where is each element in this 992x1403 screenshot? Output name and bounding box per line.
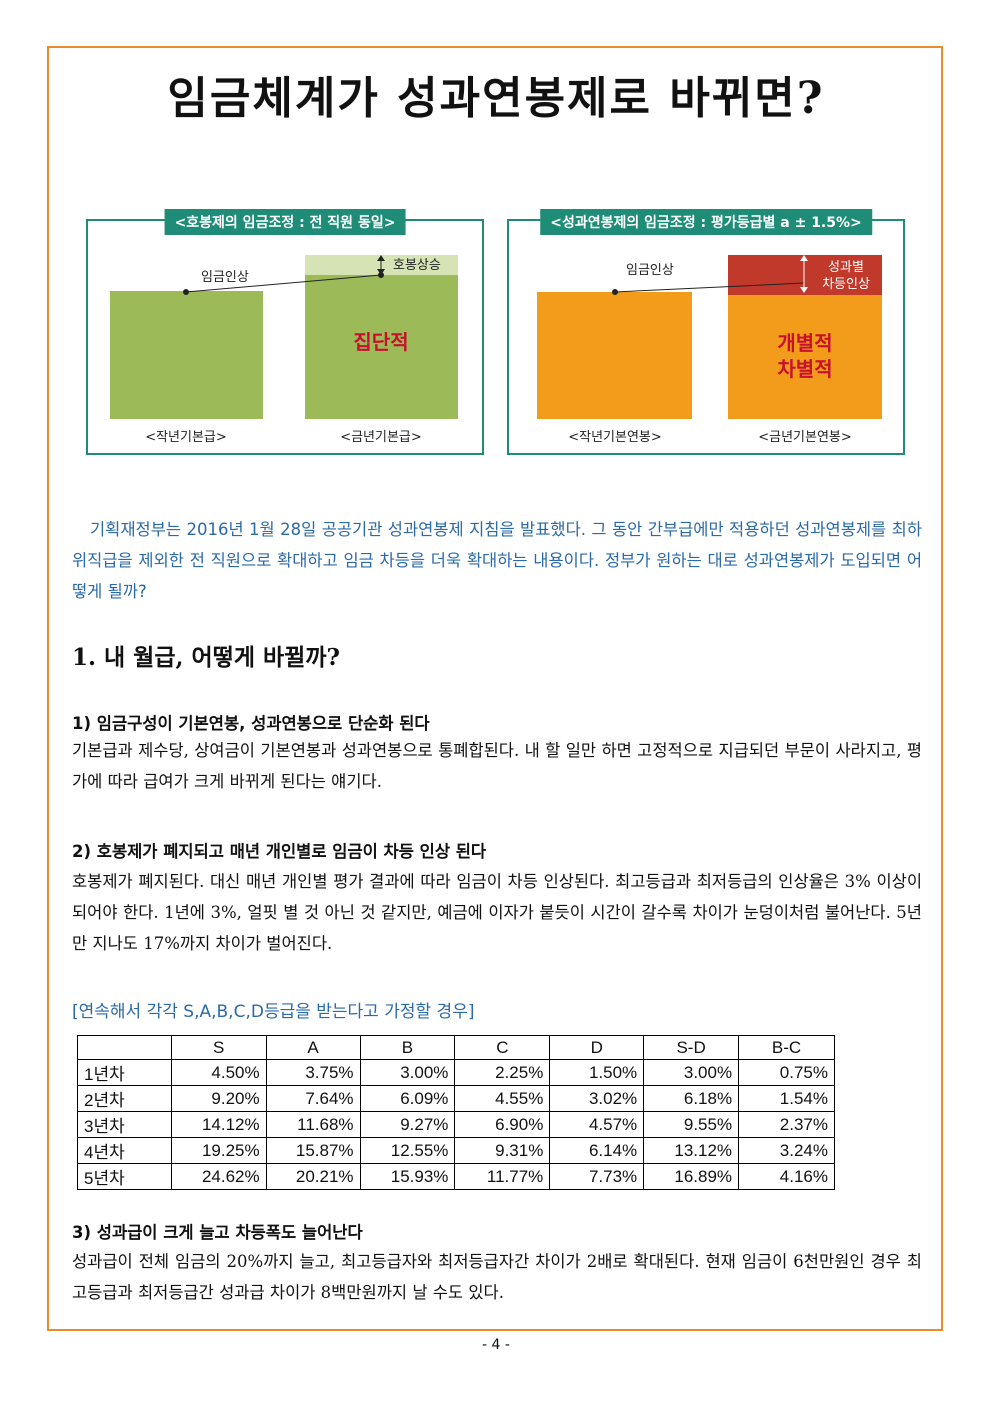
paragraph-1: 기본급과 제수당, 상여금이 기본연봉과 성과연봉으로 통폐합된다. 내 할 일… — [72, 741, 922, 791]
table-cell: 24.62% — [170, 1163, 267, 1190]
table-header: B-C — [738, 1035, 835, 1060]
table-row: 2년차 9.20% 7.64% 6.09% 4.55% 3.02% 6.18% … — [77, 1085, 835, 1112]
page-border — [47, 46, 943, 1331]
table-cell: 11.68% — [265, 1111, 361, 1138]
hobong-diagram-label: <호봉제의 임금조정 : 전 직원 동일> — [164, 209, 406, 235]
this-year-base-label: <금년기본급> — [340, 430, 422, 445]
performance-diagram-label: <성과연봉제의 임금조정 : 평가등급별 a ± 1.5%> — [540, 209, 872, 235]
grade-difference-table: S A B C D S-D B-C 1년차 4.50% 3.75% 3.00% … — [77, 1035, 835, 1190]
table-row: 4년차 19.25% 15.87% 12.55% 9.31% 6.14% 13.… — [77, 1137, 835, 1164]
raise-dot-right-left — [612, 289, 618, 295]
subheading-1: 1) 임금구성이 기본연봉, 성과연봉으로 단순화 된다 — [72, 714, 430, 733]
performance-diagram-panel: <성과연봉제의 임금조정 : 평가등급별 a ± 1.5%> — [507, 209, 905, 455]
wage-diagrams: 임금인상 호봉상승 집단적 <작년기본급> <금년기본급> 임금인상 성과별 차… — [110, 255, 882, 445]
last-year-salary-bar — [537, 292, 692, 419]
differential-label: 차별적 — [777, 357, 832, 381]
table-cell: 19.25% — [170, 1137, 267, 1164]
table-cell: 15.87% — [265, 1137, 361, 1164]
table-cell: 9.31% — [454, 1137, 551, 1164]
table-cell: 6.90% — [454, 1111, 551, 1138]
perf-label-line1: 성과별 — [828, 260, 864, 275]
table-cell: 1년차 — [77, 1059, 172, 1086]
table-cell: 7.73% — [549, 1163, 645, 1190]
page-number: - 4 - — [482, 1337, 510, 1353]
step-arrow-heads — [377, 255, 385, 275]
table-cell: 9.55% — [643, 1111, 740, 1138]
table-cell: 4.16% — [738, 1163, 835, 1190]
table-cell: 2.37% — [738, 1111, 835, 1138]
table-cell: 0.75% — [738, 1059, 835, 1086]
subheading-2: 2) 호봉제가 폐지되고 매년 개인별로 임금이 차등 인상 된다 — [72, 842, 487, 861]
paragraph-3: 성과급이 전체 임금의 20%까지 늘고, 최고등급자와 최저등급자간 차이가 … — [72, 1252, 922, 1302]
table-cell: 13.12% — [643, 1137, 740, 1164]
table-cell: 4.57% — [549, 1111, 645, 1138]
table-caption: [연속해서 각각 S,A,B,C,D등급을 받는다고 가정할 경우] — [72, 1002, 475, 1022]
subheading-3: 3) 성과급이 크게 늘고 차등폭도 늘어난다 — [72, 1223, 363, 1242]
individual-label: 개별적 — [777, 331, 832, 355]
section-heading: 1. 내 월급, 어떻게 바뀔까? — [72, 644, 340, 671]
table-cell: 3.24% — [738, 1137, 835, 1164]
table-cell: 2.25% — [454, 1059, 551, 1086]
table-cell: 12.55% — [359, 1137, 456, 1164]
table-header: D — [549, 1035, 645, 1060]
table-header: S — [170, 1035, 267, 1060]
table-row: 3년차 14.12% 11.68% 9.27% 6.90% 4.57% 9.55… — [77, 1111, 835, 1138]
table-cell: 6.14% — [549, 1137, 645, 1164]
table-row: 1년차 4.50% 3.75% 3.00% 2.25% 1.50% 3.00% … — [77, 1059, 835, 1086]
table-cell: 6.18% — [643, 1085, 740, 1112]
table-cell: 9.27% — [359, 1111, 456, 1138]
raise-line-right — [614, 282, 805, 293]
last-year-salary-label: <작년기본연봉> — [568, 430, 662, 445]
table-header-row: S A B C D S-D B-C — [77, 1035, 835, 1060]
intro-paragraph: 기획재정부는 2016년 1월 28일 공공기관 성과연봉제 지침을 발표했다.… — [72, 520, 922, 601]
table-cell: 7.64% — [265, 1085, 361, 1112]
table-cell: 4년차 — [77, 1137, 172, 1164]
table-cell: 1.50% — [549, 1059, 645, 1086]
last-year-base-bar — [110, 291, 263, 419]
table-cell: 3.00% — [359, 1059, 456, 1086]
table-cell: 14.12% — [170, 1111, 267, 1138]
hobong-step-label: 호봉상승 — [393, 258, 441, 273]
last-year-base-label: <작년기본급> — [145, 430, 227, 445]
table-cell: 3.02% — [549, 1085, 645, 1112]
table-cell: 16.89% — [643, 1163, 740, 1190]
this-year-salary-bar — [728, 295, 882, 419]
table-cell: 3년차 — [77, 1111, 172, 1138]
table-cell: 6.09% — [359, 1085, 456, 1112]
table-cell: 3.75% — [265, 1059, 361, 1086]
table-row: 5년차 24.62% 20.21% 15.93% 11.77% 7.73% 16… — [77, 1163, 835, 1190]
right-raise-label: 임금인상 — [626, 263, 674, 278]
table-cell: 2년차 — [77, 1085, 172, 1112]
collective-label: 집단적 — [353, 330, 408, 354]
table-header: S-D — [643, 1035, 740, 1060]
table-cell: 5년차 — [77, 1163, 172, 1190]
hobong-diagram-panel: <호봉제의 임금조정 : 전 직원 동일> — [86, 209, 484, 455]
this-year-base-bar — [305, 275, 458, 419]
table-cell: 20.21% — [265, 1163, 361, 1190]
table-cell: 4.55% — [454, 1085, 551, 1112]
table-cell: 11.77% — [454, 1163, 551, 1190]
table-cell: 1.54% — [738, 1085, 835, 1112]
table-cell: 15.93% — [359, 1163, 456, 1190]
left-raise-label: 임금인상 — [201, 270, 249, 285]
table-cell: 3.00% — [643, 1059, 740, 1086]
table-cell: 9.20% — [170, 1085, 267, 1112]
table-header — [77, 1035, 172, 1060]
table-header: B — [359, 1035, 456, 1060]
page-title: 임금체계가 성과연봉제로 바뀌면? — [167, 73, 825, 124]
table-header: C — [454, 1035, 551, 1060]
raise-dot-left — [183, 289, 189, 295]
perf-label-line2: 차등인상 — [822, 277, 870, 292]
table-cell: 4.50% — [170, 1059, 267, 1086]
this-year-salary-label: <금년기본연봉> — [758, 430, 852, 445]
paragraph-2: 호봉제가 폐지된다. 대신 매년 개인별 평가 결과에 따라 임금이 차등 인상… — [72, 872, 922, 953]
raise-line — [185, 274, 382, 293]
table-header: A — [265, 1035, 361, 1060]
